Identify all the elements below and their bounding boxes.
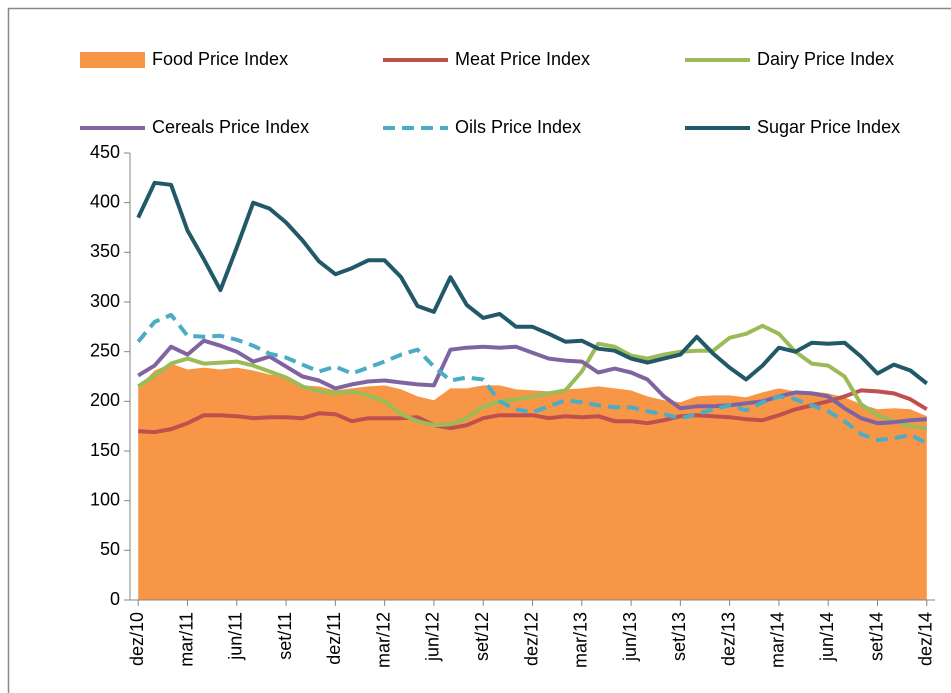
legend-label: Oils Price Index xyxy=(455,117,581,137)
y-tick-label: 100 xyxy=(90,489,120,509)
x-tick-label: jun/14 xyxy=(817,612,837,662)
line xyxy=(136,180,929,386)
line xyxy=(136,312,928,445)
y-tick-label: 50 xyxy=(100,539,120,559)
y-tick-label: 350 xyxy=(90,241,120,261)
legend-label: Dairy Price Index xyxy=(757,49,894,69)
y-tick-label: 250 xyxy=(90,340,120,360)
x-tick-label: mar/11 xyxy=(176,612,196,667)
area xyxy=(138,363,927,600)
x-tick-label: jun/11 xyxy=(226,612,246,661)
x-tick-label: mar/14 xyxy=(768,612,788,668)
legend-label: Sugar Price Index xyxy=(757,117,900,137)
legend-label: Meat Price Index xyxy=(455,49,590,69)
x-tick-label: mar/12 xyxy=(373,612,393,668)
line xyxy=(137,338,927,426)
x-tick-label: dez/14 xyxy=(916,612,936,666)
y-tick-label: 200 xyxy=(90,390,120,410)
legend-label: Cereals Price Index xyxy=(152,117,309,137)
x-tick-label: set/12 xyxy=(472,612,492,661)
line xyxy=(138,388,928,435)
legend-swatch xyxy=(80,52,145,68)
x-tick-label: set/14 xyxy=(866,612,886,661)
x-tick-label: jun/13 xyxy=(620,612,640,662)
x-tick-label: dez/12 xyxy=(521,612,541,666)
y-tick-label: 0 xyxy=(110,589,120,609)
y-tick-label: 300 xyxy=(90,291,120,311)
y-tick-label: 400 xyxy=(90,191,120,211)
y-tick-label: 150 xyxy=(90,440,120,460)
x-tick-label: dez/13 xyxy=(718,612,738,666)
x-tick-label: set/11 xyxy=(275,612,295,660)
x-tick-label: jun/12 xyxy=(423,612,443,662)
x-tick-label: dez/11 xyxy=(324,612,344,665)
legend-label: Food Price Index xyxy=(152,49,288,69)
x-tick-label: set/13 xyxy=(669,612,689,661)
x-tick-label: mar/13 xyxy=(571,612,591,668)
x-tick-label: dez/10 xyxy=(127,612,147,666)
y-tick-label: 450 xyxy=(90,142,120,162)
